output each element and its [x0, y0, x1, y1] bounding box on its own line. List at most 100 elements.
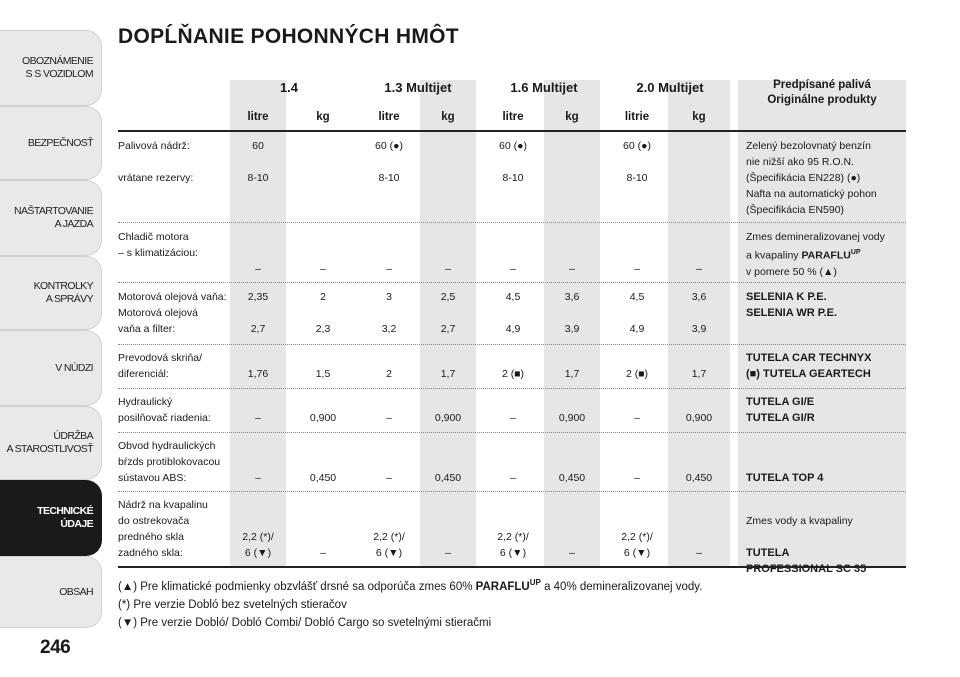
products-header: Predpísané palivá Originálne produkty — [738, 78, 906, 108]
value-cell: 2,35 2,7 — [247, 291, 269, 335]
row-label-washer: Nádrž na kvapalinu do ostrekovača predné… — [118, 499, 208, 559]
value-cell: 60 8-10 — [247, 140, 269, 184]
row-divider — [118, 344, 906, 345]
tab-label: BEZPEČNOSŤ — [27, 136, 94, 149]
value-cell: – — [320, 263, 326, 275]
value-cell: 2 (■) — [625, 368, 649, 380]
product-washer: Zmes vody a kvapaliny TUTELA PROFESSIONA… — [746, 497, 906, 593]
page-title: DOPĹŇANIE POHONNÝCH HMÔT — [118, 25, 459, 48]
row-label-gearbox: Prevodová skriňa/ diferenciál: — [118, 352, 203, 380]
value-cell: 2 — [386, 368, 392, 380]
value-cell: – — [696, 263, 702, 275]
footnote-paraflu-brand: PARAFLU — [475, 580, 530, 593]
sidebar-tab-warnings[interactable]: KONTROLKY A SPRÁVY — [0, 256, 102, 330]
value-cell: 60 (●) 8-10 — [623, 140, 651, 184]
footnotes: (▲) Pre klimatické podmienky obzvlášť dr… — [118, 574, 702, 632]
value-cell: 4,5 4,9 — [629, 291, 645, 335]
value-cell: – — [255, 472, 261, 484]
shade-col — [420, 80, 476, 566]
value-cell: 1,7 — [440, 368, 456, 380]
value-cell: – — [386, 412, 392, 424]
sidebar-tab-starting[interactable]: NAŠTARTOVANIE A JAZDA — [0, 180, 102, 256]
product-cooler-ratio: v pomere 50 % (▲) — [746, 265, 837, 278]
shade-col — [668, 80, 730, 566]
unit-header: litre — [247, 111, 269, 123]
tab-label: TECHNICKÉ ÚDAJE — [37, 505, 93, 530]
engine-header: 2.0 Multijet — [636, 80, 704, 95]
value-cell: – — [510, 472, 516, 484]
row-label-fuel: Palivová nádrž: vrátane rezervy: — [118, 140, 194, 184]
sidebar-tab-safety[interactable]: BEZPEČNOSŤ — [0, 106, 102, 180]
value-cell: – — [634, 263, 640, 275]
value-cell: 1,7 — [691, 368, 707, 380]
value-cell: 0,900 — [309, 412, 337, 424]
header-rule — [118, 130, 906, 132]
value-cell: 0,900 — [434, 412, 462, 424]
value-cell: 2,2 (*)/ 6 (▼) — [242, 531, 274, 559]
value-cell: – — [569, 547, 575, 559]
value-cell: 3,6 3,9 — [564, 291, 580, 335]
tab-label: OBOZNÁMENIE S S VOZIDLOM — [22, 55, 94, 80]
value-cell: 4,5 4,9 — [505, 291, 521, 335]
value-cell: 0,900 — [558, 412, 586, 424]
product-gearbox: TUTELA CAR TECHNYX (■) TUTELA GEARTECH — [746, 352, 872, 380]
value-cell: – — [255, 412, 261, 424]
value-cell: 2 2,3 — [315, 291, 331, 335]
unit-header: kg — [692, 111, 706, 123]
value-cell: – — [445, 547, 451, 559]
sidebar-tab-contents[interactable]: OBSAH — [0, 556, 102, 628]
page-number: 246 — [40, 637, 71, 658]
table-bottom-rule — [118, 566, 906, 568]
product-fuel: Zelený bezolovnatý benzín nie nižší ako … — [746, 140, 877, 216]
engine-header: 1.4 — [279, 80, 299, 95]
footnote-paraflu-sup: UP — [529, 578, 541, 587]
value-cell: 2 (■) — [501, 368, 525, 380]
value-cell: – — [696, 547, 702, 559]
row-label-cooler: Chladič motora – s klimatizáciou: — [118, 231, 198, 259]
row-divider — [118, 222, 906, 223]
value-cell: – — [634, 472, 640, 484]
unit-header: kg — [316, 111, 330, 123]
paraflu-sup: UP — [850, 249, 861, 256]
unit-header: kg — [565, 111, 579, 123]
shade-col — [738, 80, 906, 566]
product-washer-line1: Zmes vody a kvapaliny — [746, 515, 853, 527]
product-brakes: TUTELA TOP 4 — [746, 472, 824, 484]
footnote-paraflu: (▲) Pre klimatické podmienky obzvlášť dr… — [118, 574, 702, 596]
tab-label: ÚDRŽBA A STAROSTLIVOSŤ — [6, 430, 94, 455]
value-cell: – — [634, 412, 640, 424]
row-label-brakes: Obvod hydraulických bŕzds protiblokovaco… — [118, 440, 221, 484]
value-cell: 1,7 — [564, 368, 580, 380]
sidebar-tab-emergency[interactable]: V NÚDZI — [0, 330, 102, 406]
value-cell: – — [320, 547, 326, 559]
row-divider — [118, 432, 906, 433]
value-cell: 60 (●) 8-10 — [375, 140, 403, 184]
product-steering: TUTELA GI/E TUTELA GI/R — [746, 396, 815, 424]
row-label-oil: Motorová olejová vaňa: Motorová olejová … — [118, 291, 227, 335]
unit-header: litre — [378, 111, 400, 123]
footnote-asterisk: (*) Pre verzie Dobló bez svetelných stie… — [118, 598, 347, 611]
value-cell: 0,450 — [685, 472, 713, 484]
value-cell: – — [445, 263, 451, 275]
shade-col — [230, 80, 286, 566]
engine-header: 1.3 Multijet — [384, 80, 452, 95]
sidebar-tab-maintenance[interactable]: ÚDRŽBA A STAROSTLIVOSŤ — [0, 406, 102, 480]
value-cell: 3,6 3,9 — [691, 291, 707, 335]
value-cell: 3 3,2 — [381, 291, 397, 335]
value-cell: 0,450 — [434, 472, 462, 484]
value-cell: 2,5 2,7 — [440, 291, 456, 335]
sidebar-tab-intro[interactable]: OBOZNÁMENIE S S VOZIDLOM — [0, 30, 102, 106]
value-cell: 60 (●) 8-10 — [499, 140, 527, 184]
value-cell: 2,2 (*)/ 6 (▼) — [373, 531, 405, 559]
value-cell: 2,2 (*)/ 6 (▼) — [621, 531, 653, 559]
tab-label: NAŠTARTOVANIE A JAZDA — [14, 205, 94, 230]
unit-header: kg — [441, 111, 455, 123]
engine-header: 1.6 Multijet — [510, 80, 578, 95]
shade-col — [544, 80, 600, 566]
sidebar-tab-technical[interactable]: TECHNICKÉ ÚDAJE — [0, 480, 102, 556]
product-cooler: Zmes demineralizovanej vody a kvapaliny … — [746, 229, 906, 280]
value-cell: – — [386, 472, 392, 484]
value-cell: – — [569, 263, 575, 275]
row-divider — [118, 282, 906, 283]
value-cell: – — [255, 263, 261, 275]
